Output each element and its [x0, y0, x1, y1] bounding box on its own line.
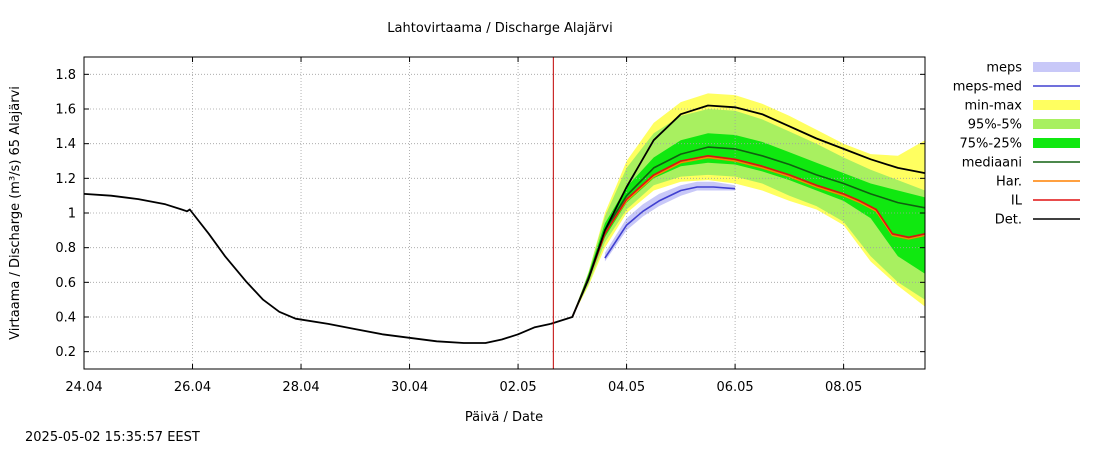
x-tick-label: 28.04 — [282, 380, 319, 395]
grid-lines — [83, 57, 925, 369]
x-tick-label: 08.05 — [825, 380, 862, 395]
y-axis-ticks: 0.2 0.4 0.6 0.8 1 1.2 1.4 1.6 1.8 — [55, 68, 925, 360]
legend-label-median: mediaani — [962, 156, 1022, 171]
line-mediaani — [571, 146, 926, 318]
y-tick-label: 1.2 — [55, 172, 76, 187]
legend-swatch-p95_5 — [1033, 119, 1080, 129]
legend-label-il: IL — [1011, 194, 1023, 209]
line-il — [571, 155, 926, 318]
legend-label-p95_5: 95%-5% — [968, 118, 1022, 133]
y-axis-label: Virtaama / Discharge (m³/s) 65 Alajärvi — [8, 86, 23, 340]
legend-label-har: Har. — [996, 175, 1022, 190]
x-tick-label: 06.05 — [716, 380, 753, 395]
y-tick-label: 0.8 — [55, 241, 76, 256]
series-lines — [83, 57, 926, 369]
chart-title: Lahtovirtaama / Discharge Alajärvi — [387, 21, 612, 36]
y-tick-label: 1 — [68, 207, 76, 222]
y-tick-label: 0.4 — [55, 311, 76, 326]
line-det — [550, 104, 926, 325]
y-tick-label: 0.2 — [55, 345, 76, 360]
legend-label-det: Det. — [995, 213, 1022, 228]
x-axis-ticks: 24.04 26.04 28.04 30.04 02.05 04.05 06.05 08.05 — [65, 57, 862, 395]
line-meps-med — [604, 186, 736, 259]
legend-label-meps: meps — [986, 61, 1022, 76]
x-tick-label: 02.05 — [499, 380, 536, 395]
line-observed — [83, 193, 551, 344]
legend-label-minmax: min-max — [964, 99, 1022, 114]
forecast-bands — [572, 93, 925, 318]
legend-label-p75_25: 75%-25% — [960, 137, 1022, 152]
timestamp: 2025-05-02 15:35:57 EEST — [25, 430, 200, 445]
band-75-25 — [572, 133, 925, 317]
x-tick-label: 04.05 — [608, 380, 645, 395]
legend-swatch-meps — [1033, 62, 1080, 72]
x-axis-label: Päivä / Date — [465, 410, 543, 425]
x-tick-label: 26.04 — [174, 380, 211, 395]
x-tick-label: 24.04 — [65, 380, 102, 395]
y-tick-label: 1.6 — [55, 103, 76, 118]
legend: meps meps-med min-max 95%-5% 75%-25% mediaani… — [953, 61, 1080, 228]
x-tick-label: 30.04 — [391, 380, 428, 395]
legend-swatch-minmax — [1033, 100, 1080, 110]
y-tick-label: 1.8 — [55, 68, 76, 83]
y-tick-label: 0.6 — [55, 276, 76, 291]
legend-swatch-p75_25 — [1033, 138, 1080, 148]
y-tick-label: 1.4 — [55, 137, 76, 152]
legend-label-meps_med: meps-med — [953, 80, 1022, 95]
